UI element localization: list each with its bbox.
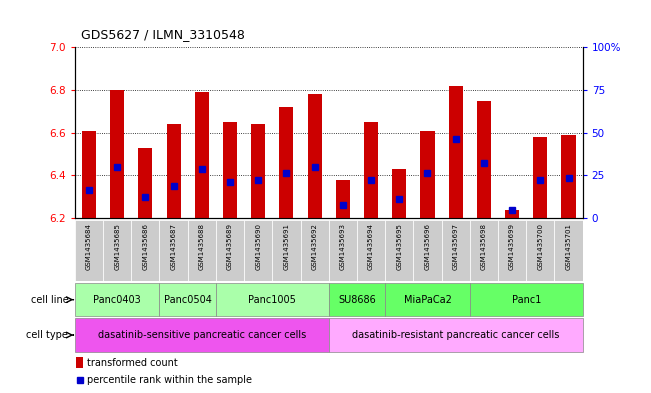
Text: GSM1435684: GSM1435684 xyxy=(86,223,92,270)
Text: Panc0504: Panc0504 xyxy=(164,295,212,305)
Bar xyxy=(216,283,329,316)
Bar xyxy=(307,94,322,218)
Bar xyxy=(76,357,83,368)
Text: GSM1435689: GSM1435689 xyxy=(227,223,233,270)
Text: SU8686: SU8686 xyxy=(338,295,376,305)
Text: Panc1: Panc1 xyxy=(512,295,541,305)
Bar xyxy=(301,220,329,281)
Bar xyxy=(244,220,272,281)
Text: percentile rank within the sample: percentile rank within the sample xyxy=(87,375,253,385)
Text: GSM1435698: GSM1435698 xyxy=(481,223,487,270)
Text: GSM1435695: GSM1435695 xyxy=(396,223,402,270)
Bar xyxy=(329,220,357,281)
Bar xyxy=(329,283,385,316)
Bar xyxy=(449,86,463,218)
Text: GSM1435701: GSM1435701 xyxy=(566,223,572,270)
Text: GSM1435690: GSM1435690 xyxy=(255,223,261,270)
Text: dasatinib-sensitive pancreatic cancer cells: dasatinib-sensitive pancreatic cancer ce… xyxy=(98,330,306,340)
Bar xyxy=(159,220,187,281)
Text: MiaPaCa2: MiaPaCa2 xyxy=(404,295,451,305)
Bar xyxy=(441,220,470,281)
Bar xyxy=(413,220,441,281)
Bar xyxy=(251,124,266,218)
Bar xyxy=(110,90,124,218)
Text: cell line: cell line xyxy=(31,296,68,305)
Text: GSM1435686: GSM1435686 xyxy=(143,223,148,270)
Text: Panc1005: Panc1005 xyxy=(249,295,296,305)
Bar xyxy=(159,283,216,316)
Bar xyxy=(195,92,209,218)
Bar xyxy=(505,209,519,218)
Text: cell type: cell type xyxy=(27,330,68,340)
Text: GSM1435696: GSM1435696 xyxy=(424,223,430,270)
Text: GSM1435685: GSM1435685 xyxy=(114,223,120,270)
Bar xyxy=(385,283,470,316)
Bar xyxy=(223,122,237,218)
Bar xyxy=(272,220,301,281)
Bar xyxy=(75,283,159,316)
Text: GSM1435697: GSM1435697 xyxy=(452,223,459,270)
Text: GSM1435687: GSM1435687 xyxy=(171,223,176,270)
Text: dasatinib-resistant pancreatic cancer cells: dasatinib-resistant pancreatic cancer ce… xyxy=(352,330,559,340)
Text: Panc0403: Panc0403 xyxy=(93,295,141,305)
Text: GSM1435688: GSM1435688 xyxy=(199,223,205,270)
Bar xyxy=(470,220,498,281)
Bar xyxy=(336,180,350,218)
Bar xyxy=(216,220,244,281)
Bar xyxy=(498,220,526,281)
Bar xyxy=(364,122,378,218)
Text: GSM1435700: GSM1435700 xyxy=(537,223,544,270)
Bar xyxy=(421,130,435,218)
Bar xyxy=(279,107,294,218)
Bar xyxy=(139,148,152,218)
Text: GSM1435692: GSM1435692 xyxy=(312,223,318,270)
Text: GSM1435693: GSM1435693 xyxy=(340,223,346,270)
Bar xyxy=(526,220,555,281)
Bar xyxy=(385,220,413,281)
Bar xyxy=(82,130,96,218)
Bar xyxy=(329,318,583,352)
Bar xyxy=(470,283,583,316)
Bar xyxy=(187,220,216,281)
Text: GSM1435691: GSM1435691 xyxy=(283,223,290,270)
Bar xyxy=(533,137,547,218)
Bar xyxy=(103,220,132,281)
Bar xyxy=(75,220,103,281)
Bar xyxy=(392,169,406,218)
Bar xyxy=(132,220,159,281)
Bar xyxy=(75,318,329,352)
Bar xyxy=(477,101,491,218)
Text: GSM1435699: GSM1435699 xyxy=(509,223,515,270)
Text: GSM1435694: GSM1435694 xyxy=(368,223,374,270)
Bar xyxy=(561,135,575,218)
Bar xyxy=(555,220,583,281)
Text: transformed count: transformed count xyxy=(87,358,178,368)
Bar xyxy=(357,220,385,281)
Bar xyxy=(167,124,181,218)
Text: GDS5627 / ILMN_3310548: GDS5627 / ILMN_3310548 xyxy=(81,28,245,41)
